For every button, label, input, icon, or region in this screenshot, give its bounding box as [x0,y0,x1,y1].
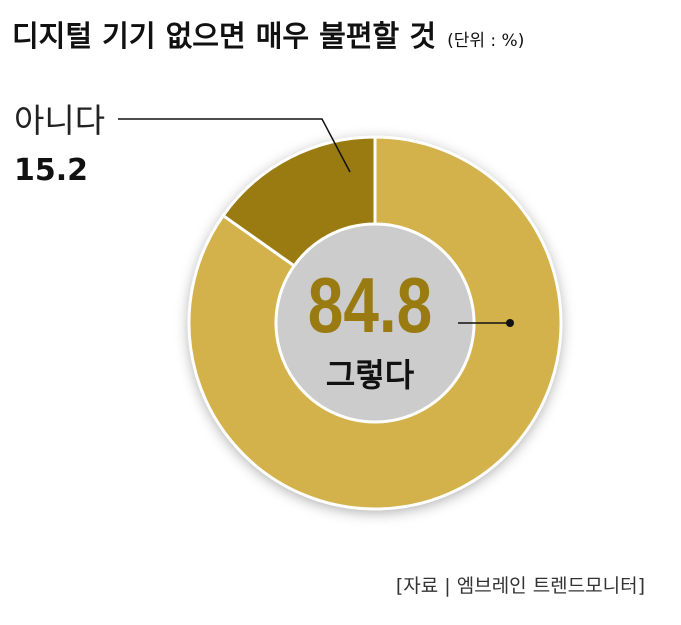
value-label: 15.2 [14,153,88,188]
donut [187,135,563,511]
category-label: 아니다 [14,101,105,140]
leader-line [118,118,351,173]
value-label: 84.8 [308,262,432,349]
category-label: 그렇다 [326,356,415,394]
chart-title: 디지털 기기 없으면 매우 불편할 것 [12,19,436,53]
donut-slice [187,135,563,511]
chart-title-line: 디지털 기기 없으면 매우 불편할 것 (단위 : %) [12,19,524,53]
chart-subtitle: (단위 : %) [447,31,524,51]
leader-dot [506,319,514,327]
source: [자료 | 엠브레인 트렌드모니터] [396,575,645,597]
donut-slice [221,135,377,268]
